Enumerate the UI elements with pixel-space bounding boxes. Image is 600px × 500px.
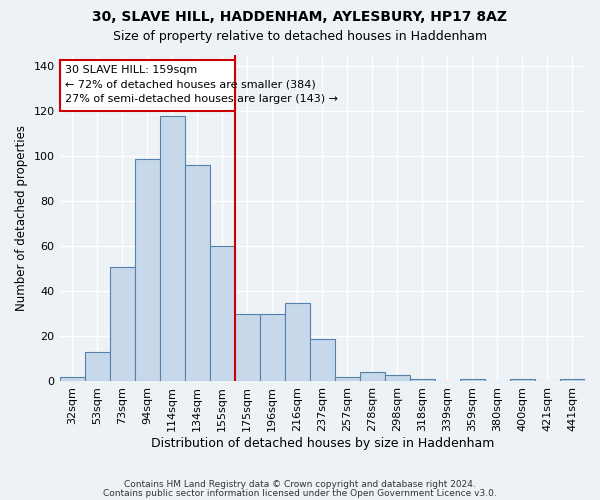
- Bar: [110, 266, 134, 382]
- Bar: [260, 314, 285, 382]
- Bar: [285, 302, 310, 382]
- Text: ← 72% of detached houses are smaller (384): ← 72% of detached houses are smaller (38…: [65, 80, 315, 90]
- Bar: [310, 338, 335, 382]
- Bar: [385, 374, 410, 382]
- Bar: [510, 379, 535, 382]
- Bar: [209, 246, 235, 382]
- Text: 27% of semi-detached houses are larger (143) →: 27% of semi-detached houses are larger (…: [65, 94, 338, 104]
- Bar: [235, 314, 260, 382]
- Bar: [85, 352, 110, 382]
- X-axis label: Distribution of detached houses by size in Haddenham: Distribution of detached houses by size …: [151, 437, 494, 450]
- FancyBboxPatch shape: [59, 60, 235, 112]
- Bar: [335, 377, 360, 382]
- Text: 30 SLAVE HILL: 159sqm: 30 SLAVE HILL: 159sqm: [65, 64, 197, 74]
- Bar: [160, 116, 185, 382]
- Bar: [59, 377, 85, 382]
- Y-axis label: Number of detached properties: Number of detached properties: [15, 125, 28, 311]
- Bar: [560, 379, 585, 382]
- Text: 30, SLAVE HILL, HADDENHAM, AYLESBURY, HP17 8AZ: 30, SLAVE HILL, HADDENHAM, AYLESBURY, HP…: [92, 10, 508, 24]
- Bar: [360, 372, 385, 382]
- Text: Contains public sector information licensed under the Open Government Licence v3: Contains public sector information licen…: [103, 489, 497, 498]
- Bar: [134, 158, 160, 382]
- Bar: [185, 166, 209, 382]
- Text: Contains HM Land Registry data © Crown copyright and database right 2024.: Contains HM Land Registry data © Crown c…: [124, 480, 476, 489]
- Text: Size of property relative to detached houses in Haddenham: Size of property relative to detached ho…: [113, 30, 487, 43]
- Bar: [410, 379, 435, 382]
- Bar: [460, 379, 485, 382]
